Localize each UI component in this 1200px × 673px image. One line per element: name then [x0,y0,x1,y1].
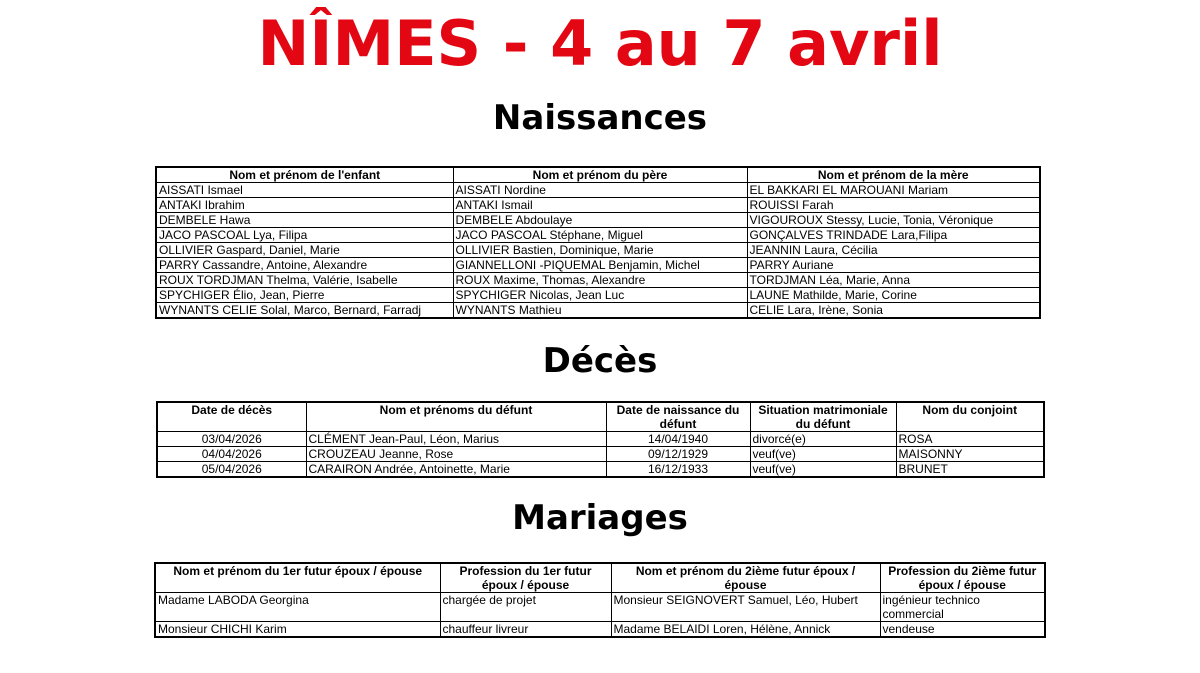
table-row: 05/04/2026 CARAIRON Andrée, Antoinette, M… [156,461,1045,478]
column-header: Nom et prénoms du défunt [305,401,607,432]
column-header: Nom et prénom de l'enfant [155,166,454,183]
table-cell: OLLIVIER Gaspard, Daniel, Marie [155,242,454,258]
table-header-row: Nom et prénom de l'enfant Nom et prénom d… [155,166,1041,183]
table-cell: GIANNELLONI -PIQUEMAL Benjamin, Michel [452,257,748,273]
column-header: Date de naissance du défunt [605,401,751,432]
column-header: Situation matrimoniale du défunt [749,401,897,432]
table-row: ANTAKI Ibrahim ANTAKI Ismail ROUISSI Farah [155,197,1041,213]
table-row: PARRY Cassandre, Antoine, Alexandre GIANN… [155,257,1041,273]
table-cell: ROUISSI Farah [746,197,1041,213]
table-cell: Madame BELAIDI Loren, Hélène, Annick [610,621,881,638]
table-row: OLLIVIER Gaspard, Daniel, Marie OLLIVIER … [155,242,1041,258]
table-cell: 03/04/2026 [156,431,307,447]
column-header: Nom et prénom du 1er futur époux / épous… [154,562,441,593]
column-header: Nom et prénom du 2ième futur époux / épo… [610,562,881,593]
table-cell: LAUNE Mathilde, Marie, Corine [746,287,1041,303]
table-cell: Monsieur SEIGNOVERT Samuel, Léo, Hubert [610,592,881,622]
table-row: 04/04/2026 CROUZEAU Jeanne, Rose 09/12/192… [156,446,1045,462]
table-row: SPYCHIGER Élio, Jean, Pierre SPYCHIGER Ni… [155,287,1041,303]
table-cell: CLÉMENT Jean-Paul, Léon, Marius [305,431,607,447]
column-header: Date de décès [156,401,307,432]
table-row: Monsieur CHICHI Karim chauffeur livreur Ma… [154,621,1046,638]
table-cell: GONÇALVES TRINDADE Lara,Filipa [746,227,1041,243]
table-cell: 05/04/2026 [156,461,307,478]
table-cell: 16/12/1933 [605,461,751,478]
table-cell: PARRY Auriane [746,257,1041,273]
table-cell: VIGOUROUX Stessy, Lucie, Tonia, Véroniqu… [746,212,1041,228]
table-row: DEMBELE Hawa DEMBELE Abdoulaye VIGOUROUX S… [155,212,1041,228]
table-cell: TORDJMAN Léa, Marie, Anna [746,272,1041,288]
table-cell: ROUX TORDJMAN Thelma, Valérie, Isabelle [155,272,454,288]
table-cell: DEMBELE Hawa [155,212,454,228]
mariages-table: Nom et prénom du 1er futur époux / épous… [154,562,1046,638]
deces-heading: Décès [542,341,658,381]
page-title: NÎMES - 4 au 7 avril [257,7,943,80]
table-row: ROUX TORDJMAN Thelma, Valérie, Isabelle R… [155,272,1041,288]
naissances-table: Nom et prénom de l'enfant Nom et prénom d… [155,166,1041,319]
table-cell: WYNANTS Mathieu [452,302,748,319]
column-header: Nom et prénom du père [452,166,748,183]
table-cell: 04/04/2026 [156,446,307,462]
table-cell: vendeuse [879,621,1046,638]
column-header: Profession du 2ième futur époux / épouse [879,562,1046,593]
column-header: Nom et prénom de la mère [746,166,1041,183]
table-cell: Madame LABODA Georgina [154,592,441,622]
table-cell: Monsieur CHICHI Karim [154,621,441,638]
table-cell: ANTAKI Ibrahim [155,197,454,213]
table-cell: chargée de projet [439,592,612,622]
table-row: JACO PASCOAL Lya, Filipa JACO PASCOAL Sté… [155,227,1041,243]
table-cell: 09/12/1929 [605,446,751,462]
column-header: Profession du 1er futur époux / épouse [439,562,612,593]
table-cell: veuf(ve) [749,461,897,478]
table-cell: veuf(ve) [749,446,897,462]
table-cell: WYNANTS CELIE Solal, Marco, Bernard, Far… [155,302,454,319]
table-header-row: Nom et prénom du 1er futur époux / épous… [154,562,1046,593]
table-cell: CARAIRON Andrée, Antoinette, Marie [305,461,607,478]
deces-table: Date de décès Nom et prénoms du défunt Dat… [156,401,1045,478]
table-cell: divorcé(e) [749,431,897,447]
table-cell: OLLIVIER Bastien, Dominique, Marie [452,242,748,258]
naissances-heading: Naissances [492,98,708,138]
table-cell: ROUX Maxime, Thomas, Alexandre [452,272,748,288]
table-cell: CROUZEAU Jeanne, Rose [305,446,607,462]
table-cell: ingénieur technico commercial [879,592,1046,622]
table-cell: PARRY Cassandre, Antoine, Alexandre [155,257,454,273]
table-cell: JACO PASCOAL Stéphane, Miguel [452,227,748,243]
table-header-row: Date de décès Nom et prénoms du défunt Dat… [156,401,1045,432]
table-cell: 14/04/1940 [605,431,751,447]
table-cell: BRUNET [895,461,1045,478]
table-cell: ROSA [895,431,1045,447]
table-cell: AISSATI Ismael [155,182,454,198]
table-cell: JEANNIN Laura, Cécilia [746,242,1041,258]
table-cell: MAISONNY [895,446,1045,462]
table-cell: JACO PASCOAL Lya, Filipa [155,227,454,243]
table-row: Madame LABODA Georgina chargée de projet M… [154,592,1046,622]
table-cell: SPYCHIGER Nicolas, Jean Luc [452,287,748,303]
table-cell: CELIE Lara, Irène, Sonia [746,302,1041,319]
table-cell: chauffeur livreur [439,621,612,638]
mariages-heading: Mariages [512,498,688,538]
table-cell: AISSATI Nordine [452,182,748,198]
table-row: AISSATI Ismael AISSATI Nordine EL BAKKARI … [155,182,1041,198]
table-row: 03/04/2026 CLÉMENT Jean-Paul, Léon, Mariu… [156,431,1045,447]
table-cell: ANTAKI Ismail [452,197,748,213]
table-cell: SPYCHIGER Élio, Jean, Pierre [155,287,454,303]
table-cell: DEMBELE Abdoulaye [452,212,748,228]
column-header: Nom du conjoint [895,401,1045,432]
table-cell: EL BAKKARI EL MAROUANI Mariam [746,182,1041,198]
table-row: WYNANTS CELIE Solal, Marco, Bernard, Far… [155,302,1041,319]
